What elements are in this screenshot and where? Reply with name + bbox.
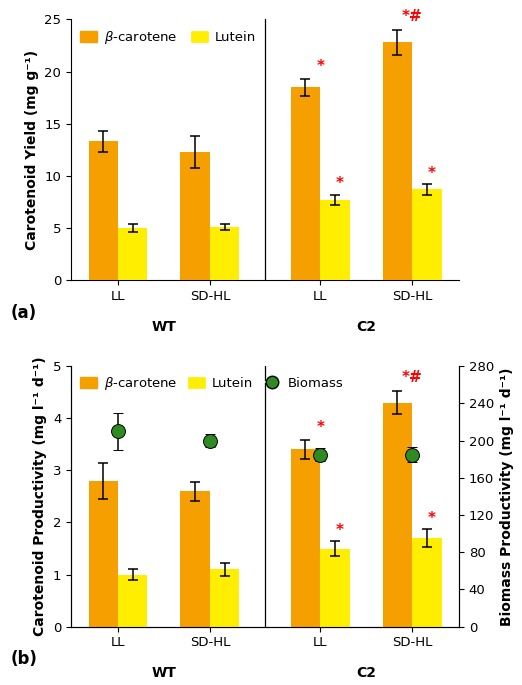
- Bar: [412, 190, 442, 280]
- Text: C2: C2: [356, 666, 376, 680]
- Text: *: *: [335, 523, 343, 538]
- Bar: [412, 538, 442, 627]
- Text: C2: C2: [356, 320, 376, 334]
- Bar: [210, 569, 239, 627]
- Bar: [383, 403, 412, 627]
- Legend: $\beta$-carotene, Lutein: $\beta$-carotene, Lutein: [78, 26, 258, 49]
- Bar: [320, 549, 350, 627]
- Text: *: *: [427, 510, 435, 525]
- Bar: [181, 152, 210, 280]
- Bar: [118, 228, 147, 280]
- Bar: [291, 449, 320, 627]
- Y-axis label: Carotenoid Yield (mg g⁻¹): Carotenoid Yield (mg g⁻¹): [25, 50, 39, 250]
- Text: *: *: [335, 177, 343, 192]
- Bar: [89, 142, 118, 280]
- Legend: $\beta$-carotene, Lutein, Biomass: $\beta$-carotene, Lutein, Biomass: [78, 373, 346, 395]
- Bar: [210, 227, 239, 280]
- Y-axis label: Biomass Productivity (mg l⁻¹ d⁻¹): Biomass Productivity (mg l⁻¹ d⁻¹): [500, 367, 514, 625]
- Bar: [383, 42, 412, 280]
- Text: (a): (a): [11, 303, 37, 321]
- Text: *#: *#: [402, 370, 422, 385]
- Bar: [118, 575, 147, 627]
- Bar: [320, 200, 350, 280]
- Bar: [291, 87, 320, 280]
- Text: *: *: [427, 166, 435, 181]
- Text: (b): (b): [11, 650, 38, 668]
- Y-axis label: Carotenoid Productivity (mg l⁻¹ d⁻¹): Carotenoid Productivity (mg l⁻¹ d⁻¹): [33, 357, 48, 636]
- Bar: [89, 481, 118, 627]
- Text: WT: WT: [151, 320, 176, 334]
- Text: *: *: [316, 420, 324, 435]
- Text: *: *: [316, 59, 324, 74]
- Bar: [181, 491, 210, 627]
- Text: *#: *#: [402, 9, 422, 24]
- Text: WT: WT: [151, 666, 176, 680]
